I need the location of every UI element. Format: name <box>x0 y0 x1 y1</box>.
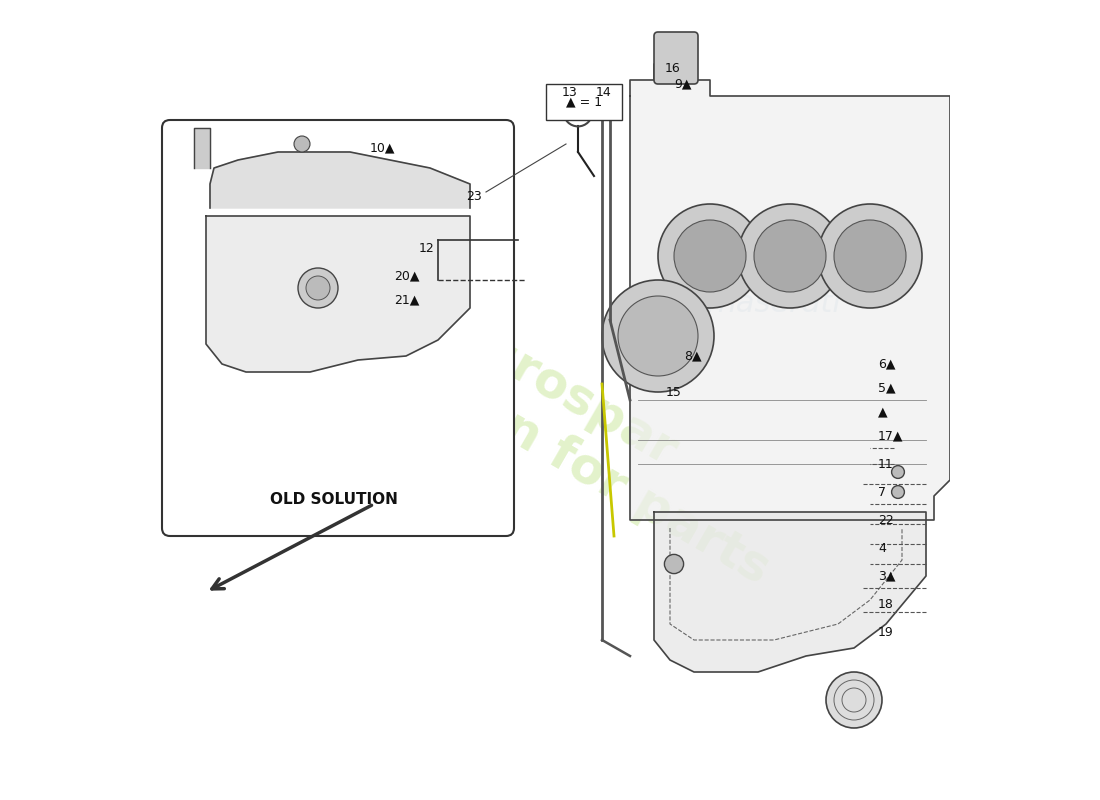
Text: 12: 12 <box>418 242 434 254</box>
Text: 11: 11 <box>878 458 893 470</box>
Circle shape <box>306 276 330 300</box>
Circle shape <box>298 268 338 308</box>
Text: 16: 16 <box>664 62 680 74</box>
Polygon shape <box>194 128 210 168</box>
Circle shape <box>738 204 842 308</box>
Polygon shape <box>630 64 950 520</box>
Text: 18: 18 <box>878 598 894 610</box>
FancyBboxPatch shape <box>162 120 514 536</box>
Text: 21▲: 21▲ <box>394 294 419 306</box>
Text: ▲: ▲ <box>878 406 888 418</box>
Polygon shape <box>206 216 470 372</box>
Circle shape <box>294 136 310 152</box>
Circle shape <box>826 672 882 728</box>
Circle shape <box>674 220 746 292</box>
Circle shape <box>602 280 714 392</box>
Text: 22: 22 <box>878 514 893 526</box>
Circle shape <box>664 554 683 574</box>
Circle shape <box>754 220 826 292</box>
Circle shape <box>892 466 904 478</box>
Circle shape <box>818 204 922 308</box>
Text: 6▲: 6▲ <box>878 358 895 370</box>
Circle shape <box>834 220 906 292</box>
Text: 5▲: 5▲ <box>878 382 895 394</box>
Text: 23: 23 <box>466 190 482 202</box>
Text: maserati: maserati <box>706 290 842 318</box>
Text: 7: 7 <box>878 486 886 498</box>
Text: OLD SOLUTION: OLD SOLUTION <box>271 493 398 507</box>
Polygon shape <box>210 152 470 208</box>
FancyBboxPatch shape <box>654 32 698 84</box>
Text: 13: 13 <box>562 86 578 98</box>
FancyBboxPatch shape <box>546 84 622 120</box>
Text: eurospar
a passion for parts: eurospar a passion for parts <box>294 238 806 594</box>
Polygon shape <box>654 512 926 672</box>
Text: 14: 14 <box>596 86 612 98</box>
Text: 19: 19 <box>878 626 893 638</box>
Circle shape <box>618 296 698 376</box>
Text: 10▲: 10▲ <box>370 142 396 154</box>
Text: 17▲: 17▲ <box>878 430 903 442</box>
Circle shape <box>658 204 762 308</box>
Text: 8▲: 8▲ <box>684 350 702 362</box>
Text: 9▲: 9▲ <box>674 78 692 90</box>
Text: 20▲: 20▲ <box>394 270 419 282</box>
Text: 3▲: 3▲ <box>878 570 895 582</box>
Text: 15: 15 <box>667 386 682 398</box>
Text: 4: 4 <box>878 542 886 554</box>
Text: ▲ = 1: ▲ = 1 <box>565 96 602 109</box>
Circle shape <box>892 486 904 498</box>
